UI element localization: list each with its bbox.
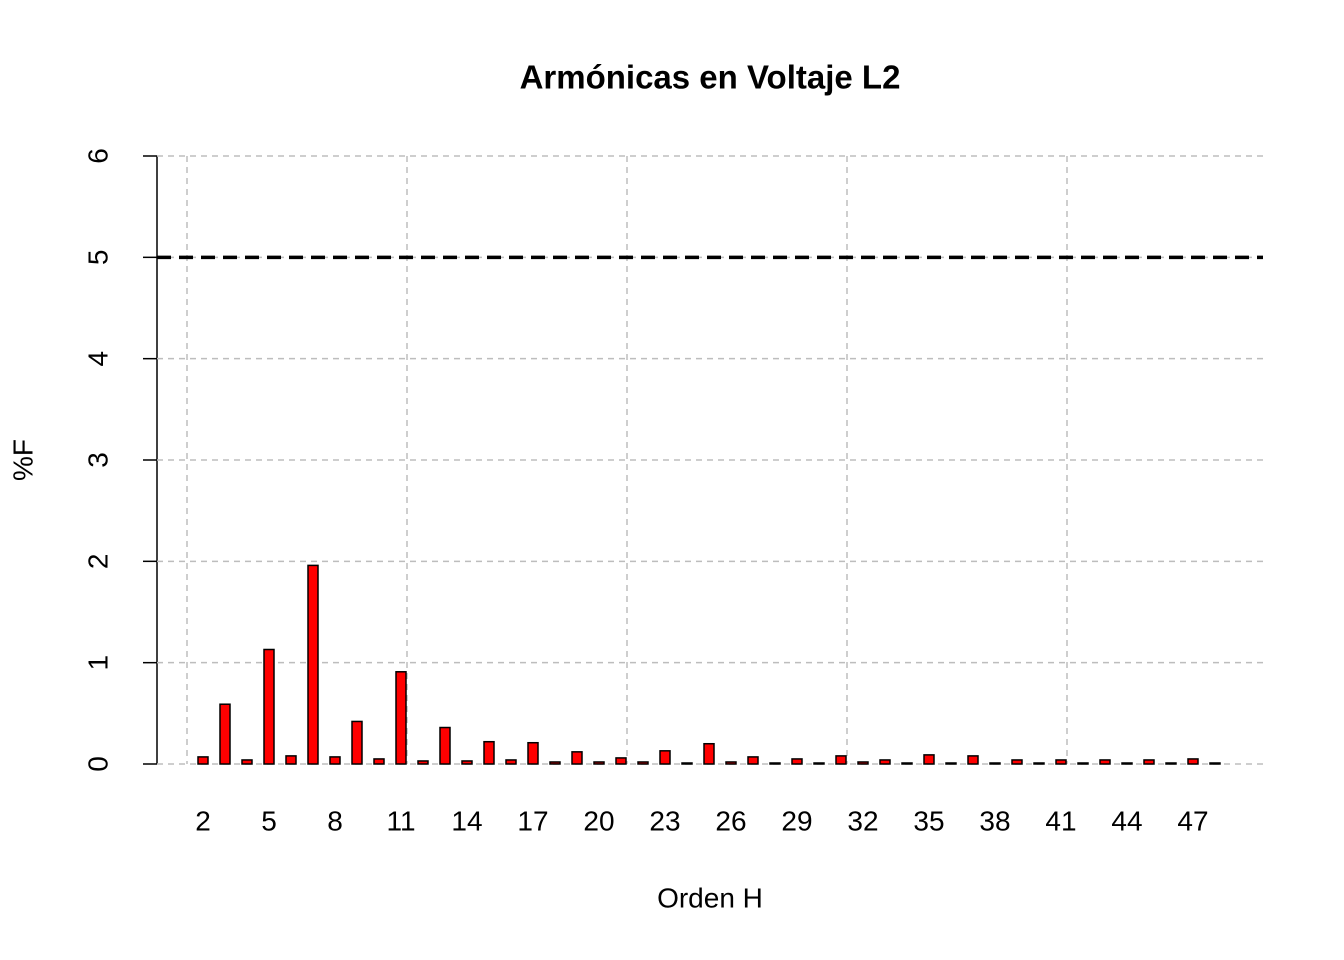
y-tick-label: 1 [82,655,113,671]
bar [351,720,363,765]
bar [813,762,825,765]
bar [285,755,297,765]
bar [967,755,979,765]
bar [901,762,913,765]
bar [747,756,759,765]
y-tick-label: 4 [82,351,113,367]
bar [791,758,803,765]
bar [1011,759,1023,765]
x-tick-label: 5 [261,805,277,836]
x-tick-label: 8 [327,805,343,836]
bar [1033,762,1045,765]
bar [703,742,715,765]
bar [615,757,627,765]
bar [1143,759,1155,765]
bar [945,762,957,765]
bar [395,671,407,765]
chart-title: Armónicas en Voltaje L2 [520,59,901,96]
x-tick-label: 47 [1177,805,1208,836]
bar [1099,759,1111,765]
bar [989,762,1001,765]
bar [329,756,341,765]
x-axis-label: Orden H [657,882,763,913]
bar [659,750,671,765]
y-axis-label: %F [7,439,38,481]
bar [197,756,209,765]
bar [1055,759,1067,765]
x-tick-label: 32 [847,805,878,836]
bar [307,564,319,765]
bar [769,762,781,765]
bar [219,703,231,765]
bar [1121,762,1133,765]
bar [527,741,539,765]
y-tick-label: 0 [82,756,113,772]
bar [1187,758,1199,765]
bar [681,762,693,765]
x-tick-label: 11 [386,805,415,836]
bar [417,760,429,765]
bar [483,740,495,765]
x-tick-label: 38 [979,805,1010,836]
x-tick-label: 20 [583,805,614,836]
x-tick-label: 29 [781,805,812,836]
bar [373,758,385,765]
bar [879,759,891,765]
bar [461,760,473,765]
bar [1077,762,1089,765]
y-tick-label: 5 [82,250,113,266]
bar [857,761,869,765]
bar [1165,762,1177,765]
x-tick-label: 17 [517,805,548,836]
x-tick-label: 14 [451,805,482,836]
bar [835,755,847,765]
y-tick-label: 6 [82,148,113,164]
x-tick-label: 41 [1045,805,1076,836]
x-tick-label: 23 [649,805,680,836]
x-tick-label: 44 [1111,805,1142,836]
x-tick-label: 26 [715,805,746,836]
y-tick-label: 3 [82,452,113,468]
y-tick-label: 2 [82,554,113,570]
bar [725,761,737,765]
bar [923,754,935,765]
bar [549,761,561,765]
bar [505,759,517,765]
bar [241,759,253,765]
bar [439,726,451,765]
bar [637,761,649,765]
bar [571,751,583,765]
x-tick-label: 35 [913,805,944,836]
x-tick-label: 2 [195,805,211,836]
bar [1209,762,1221,765]
bar [593,761,605,765]
bar [263,648,275,765]
